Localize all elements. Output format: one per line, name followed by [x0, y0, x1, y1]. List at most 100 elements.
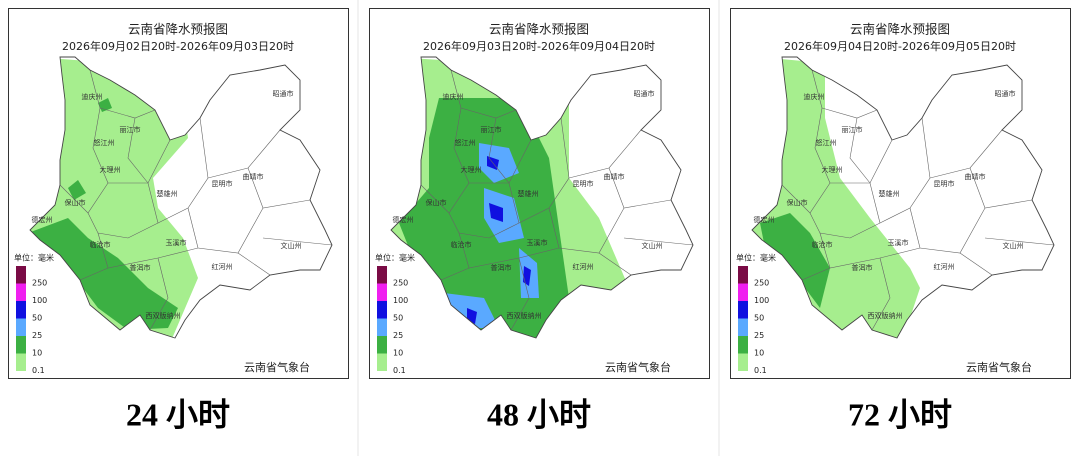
prefecture-label: 文山州 — [1003, 241, 1024, 250]
map-title: 云南省降水预报图 — [128, 22, 228, 37]
prefecture-label: 大理州 — [100, 165, 121, 174]
prefecture-border — [984, 237, 1055, 246]
prefecture-border — [801, 267, 831, 281]
legend-swatch — [16, 336, 26, 354]
legend-label: 0.1 — [393, 366, 406, 375]
legend-swatch — [738, 283, 748, 301]
prefecture-label: 楚雄州 — [879, 189, 900, 198]
legend-swatch — [377, 283, 387, 301]
legend-label: 250 — [393, 279, 408, 288]
prefecture-label: 昭通市 — [273, 89, 294, 98]
rain-area — [760, 213, 830, 308]
rain-area — [30, 218, 178, 330]
prefecture-label: 丽江市 — [842, 125, 863, 134]
prefecture-border — [879, 117, 931, 224]
prefecture-label: 昭通市 — [634, 89, 655, 98]
prefecture-label: 保山市 — [65, 198, 86, 207]
prefecture-label: 昆明市 — [934, 179, 955, 188]
prefecture-label: 怒江州 — [94, 138, 115, 147]
date-range: 2026年09月03日20时-2026年09月04日20时 — [423, 39, 655, 53]
prefecture-label: 普洱市 — [130, 263, 151, 272]
prefecture-label: 德宏州 — [754, 215, 775, 224]
legend-title: 单位：毫米 — [375, 253, 415, 263]
prefecture-label: 临沧市 — [90, 240, 111, 249]
prefecture-border — [237, 252, 271, 276]
prefecture-label: 昆明市 — [212, 179, 233, 188]
prefecture-label: 临沧市 — [451, 240, 472, 249]
legend-label: 0.1 — [754, 366, 767, 375]
prefecture-label: 曲靖市 — [965, 172, 986, 181]
legend-swatch — [377, 318, 387, 336]
prefecture-label: 迪庆州 — [804, 92, 825, 101]
prefecture-border — [598, 252, 632, 276]
prefecture-border — [157, 117, 209, 224]
prefecture-label: 临沧市 — [812, 240, 833, 249]
legend-label: 50 — [32, 314, 42, 323]
legend-swatch — [16, 301, 26, 319]
legend-label: 250 — [754, 279, 769, 288]
map-panel: 云南省降水预报图 2026年09月04日20时-2026年09月05日20时迪庆州… — [730, 8, 1071, 379]
rain-area — [479, 143, 519, 183]
legend-label: 0.1 — [32, 366, 45, 375]
legend-swatch — [16, 266, 26, 284]
legend-swatch — [16, 318, 26, 336]
prefecture-border — [959, 252, 993, 276]
prefecture-border — [79, 267, 109, 281]
legend-label: 250 — [32, 279, 47, 288]
prefecture-border — [262, 237, 333, 246]
map-panel: 云南省降水预报图 2026年09月03日20时-2026年09月04日20时迪庆州… — [369, 8, 710, 379]
prefecture-label: 西双版纳州 — [507, 311, 542, 320]
legend-title: 单位：毫米 — [14, 253, 54, 263]
prefecture-label: 丽江市 — [120, 125, 141, 134]
date-range: 2026年09月02日20时-2026年09月03日20时 — [62, 39, 294, 53]
legend-swatch — [377, 353, 387, 371]
prefecture-label: 怒江州 — [816, 138, 837, 147]
prefecture-label: 保山市 — [787, 198, 808, 207]
date-range: 2026年09月04日20时-2026年09月05日20时 — [784, 39, 1016, 53]
legend-swatch — [377, 336, 387, 354]
legend-swatch — [16, 283, 26, 301]
legend-swatch — [738, 353, 748, 371]
legend-swatch — [377, 301, 387, 319]
prefecture-label: 迪庆州 — [443, 92, 464, 101]
province-outline — [29, 56, 333, 339]
legend-swatch — [377, 266, 387, 284]
prefecture-border — [488, 117, 532, 184]
panel-caption: 24 小时 — [126, 396, 230, 432]
prefecture-label: 楚雄州 — [157, 189, 178, 198]
prefecture-label: 红河州 — [934, 262, 955, 271]
footer-source: 云南省气象台 — [966, 360, 1032, 374]
footer-source: 云南省气象台 — [244, 360, 310, 374]
map-panel: 云南省降水预报图 2026年09月02日20时-2026年09月03日20时迪庆州… — [8, 8, 349, 379]
prefecture-border — [518, 117, 570, 224]
prefecture-label: 文山州 — [642, 241, 663, 250]
prefecture-label: 普洱市 — [852, 263, 873, 272]
legend-label: 10 — [32, 349, 42, 358]
prefecture-border — [809, 182, 881, 239]
legend-swatch — [738, 301, 748, 319]
prefecture-label: 曲靖市 — [604, 172, 625, 181]
prefecture-border — [548, 207, 625, 254]
prefecture-label: 怒江州 — [455, 138, 476, 147]
prefecture-border — [187, 207, 264, 254]
legend-swatch — [16, 353, 26, 371]
legend-title: 单位：毫米 — [736, 253, 776, 263]
panel-caption: 48 小时 — [487, 396, 591, 432]
map-title: 云南省降水预报图 — [850, 22, 950, 37]
rain-area — [484, 188, 524, 243]
rain-areas — [391, 58, 629, 338]
prefecture-label: 玉溪市 — [527, 238, 548, 247]
prefecture-label: 西双版纳州 — [868, 311, 903, 320]
prefecture-label: 保山市 — [426, 198, 447, 207]
prefecture-border — [781, 69, 831, 214]
prefecture-label: 楚雄州 — [518, 189, 539, 198]
prefecture-border — [127, 117, 171, 184]
legend-swatch — [738, 318, 748, 336]
prefecture-label: 西双版纳州 — [146, 311, 181, 320]
province-outline — [390, 56, 694, 339]
prefecture-border — [420, 69, 470, 214]
prefecture-border — [458, 232, 560, 269]
legend-label: 100 — [754, 296, 769, 305]
prefecture-border — [149, 257, 169, 331]
prefecture-label: 丽江市 — [481, 125, 502, 134]
